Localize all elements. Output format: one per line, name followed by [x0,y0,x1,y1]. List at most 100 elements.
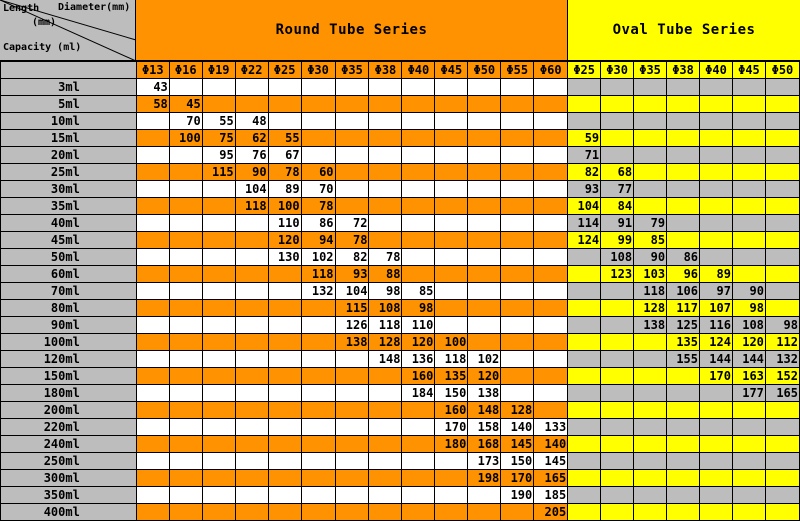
round-length-cell [300,78,336,96]
oval-length-cell: 79 [633,214,668,232]
round-length-cell [201,401,236,419]
round-length-cell [135,435,170,453]
round-length-cell: 118 [368,316,403,334]
oval-length-cell [666,452,701,470]
oval-length-cell [600,503,635,521]
round-length-cell: 108 [368,299,403,317]
capacity-cell: 50ml [0,248,137,266]
oval-length-cell [600,418,635,436]
oval-length-cell [633,418,668,436]
round-length-cell [234,435,269,453]
round-length-cell [168,163,203,181]
round-length-cell: 102 [467,350,502,368]
oval-length-cell: 98 [764,316,800,334]
oval-length-cell [699,384,733,402]
round-length-cell [467,180,502,198]
round-length-cell [434,95,469,113]
table-body: Φ13 Φ16 Φ19 Φ22 Φ25 Φ30 Φ35 Φ38 Φ40 Φ45 Φ50 Φ55 Φ60 Φ… [0,61,800,521]
round-length-cell [533,180,569,198]
oval-length-cell [567,503,602,521]
table-row: 90ml 126 118 110 138 125 116 108 98 [0,316,800,334]
round-length-cell [434,248,469,266]
oval-length-cell [600,333,635,351]
round-length-cell [401,503,436,521]
oval-diameter-header: Φ50 [764,61,800,79]
round-length-cell [434,163,469,181]
table-row: 250ml 173 150 145 [0,452,800,470]
round-length-cell: 45 [168,95,203,113]
round-length-cell: 100 [267,197,302,215]
capacity-cell: 70ml [0,282,137,300]
round-length-cell: 115 [334,299,370,317]
oval-length-cell [731,112,766,130]
round-length-cell [334,503,370,521]
round-diameter-header: Φ25 [267,61,302,79]
round-length-cell [467,486,502,504]
round-length-cell [368,146,403,164]
round-length-cell: 78 [300,197,336,215]
round-length-cell [368,435,403,453]
round-length-cell [500,129,535,147]
round-length-cell: 185 [533,486,569,504]
round-length-cell [201,452,236,470]
round-length-cell [401,112,436,130]
round-length-cell [467,129,502,147]
round-diameter-header: Φ35 [334,61,370,79]
oval-length-cell [567,299,602,317]
capacity-cell: 10ml [0,112,137,130]
oval-length-cell [666,435,701,453]
oval-length-cell [633,486,668,504]
round-length-cell: 90 [234,163,269,181]
round-length-cell [201,197,236,215]
oval-length-cell [731,163,766,181]
oval-length-cell: 71 [567,146,602,164]
oval-length-cell [731,129,766,147]
capacity-cell: 90ml [0,316,137,334]
capacity-cell: 300ml [0,469,137,487]
oval-length-cell [567,401,602,419]
round-length-cell [168,469,203,487]
round-length-cell [267,282,302,300]
round-length-cell [201,418,236,436]
table-row: 20ml 95 76 67 71 [0,146,800,164]
round-length-cell [168,197,203,215]
capacity-cell: 220ml [0,418,137,436]
table-row: 220ml 170 158 140 133 [0,418,800,436]
capacity-cell: 180ml [0,384,137,402]
oval-length-cell [567,95,602,113]
round-length-cell [300,112,336,130]
round-length-cell: 98 [368,282,403,300]
round-length-cell: 100 [168,129,203,147]
oval-length-cell [764,452,800,470]
round-length-cell [300,503,336,521]
oval-length-cell: 138 [633,316,668,334]
oval-length-cell [731,78,766,96]
round-length-cell [168,435,203,453]
round-length-cell: 76 [234,146,269,164]
round-length-cell [300,418,336,436]
round-length-cell: 95 [201,146,236,164]
round-length-cell [234,231,269,249]
round-length-cell [300,316,336,334]
oval-length-cell [731,469,766,487]
round-length-cell [201,469,236,487]
round-length-cell [368,503,403,521]
round-length-cell: 198 [467,469,502,487]
round-length-cell [334,163,370,181]
round-length-cell: 62 [234,129,269,147]
round-length-cell [467,163,502,181]
round-length-cell [434,282,469,300]
round-length-cell [168,503,203,521]
round-length-cell [135,248,170,266]
round-length-cell [234,265,269,283]
round-length-cell [334,401,370,419]
oval-length-cell [666,401,701,419]
round-length-cell [234,469,269,487]
round-length-cell [533,367,569,385]
round-length-cell: 94 [300,231,336,249]
round-length-cell: 75 [201,129,236,147]
round-length-cell [500,197,535,215]
table-row: 40ml 110 86 72 114 91 79 [0,214,800,232]
round-length-cell [234,95,269,113]
round-length-cell [368,180,403,198]
